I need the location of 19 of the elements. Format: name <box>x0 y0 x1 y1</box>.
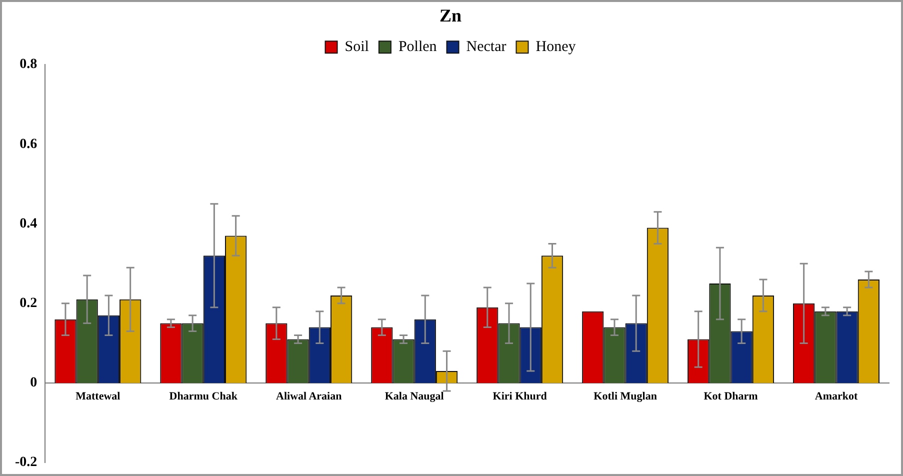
y-tick-label: 0.6 <box>20 136 38 152</box>
x-tick-label: Mattewal <box>76 390 120 402</box>
y-tick-label: 0.4 <box>20 216 38 232</box>
y-tick-label: 0.2 <box>20 296 38 312</box>
y-tick-label: 0 <box>30 376 38 391</box>
x-tick-label: Kiri Khurd <box>492 390 547 402</box>
chart-title: Zn <box>439 5 462 26</box>
x-tick-label: Kala Naugal <box>384 390 444 402</box>
y-tick-label: -0.2 <box>14 455 38 470</box>
x-tick-label: Amarkot <box>814 390 858 402</box>
legend-label: Honey <box>536 39 576 56</box>
y-tick-label: 0.8 <box>20 57 38 72</box>
x-tick-label: Kotli Muglan <box>594 390 657 402</box>
x-tick-label: Dharmu Chak <box>169 390 238 402</box>
legend-label: Pollen <box>398 39 438 56</box>
legend-label: Nectar <box>466 39 506 56</box>
x-tick-label: Kot Dharm <box>704 390 758 402</box>
legend-label: Soil <box>344 39 369 56</box>
x-tick-label: Aliwal Araian <box>276 390 342 402</box>
